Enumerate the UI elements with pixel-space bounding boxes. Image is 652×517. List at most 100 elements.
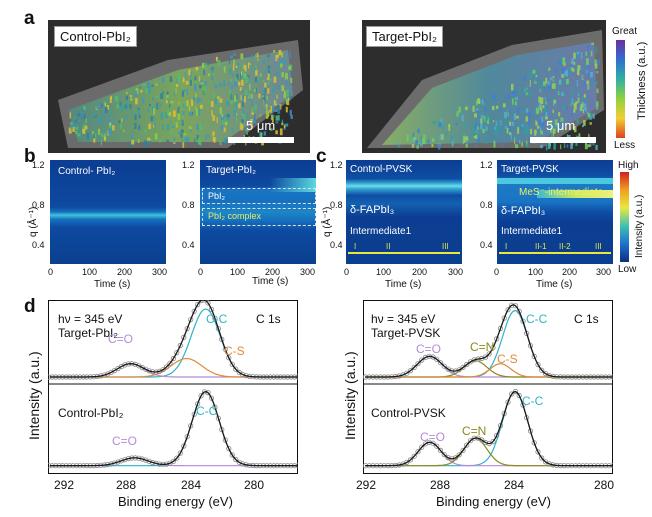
pbi2-complex-band-box: [202, 208, 316, 226]
surface-grain: [264, 97, 266, 105]
surface-grain: [234, 81, 238, 87]
surface-grain: [545, 112, 548, 117]
c-left-xtick-200: 200: [412, 267, 428, 277]
surface-grain: [175, 121, 178, 127]
surface-grain: [588, 70, 590, 77]
surface-grain: [75, 130, 78, 135]
surface-grain: [137, 107, 140, 111]
surface-grain: [545, 77, 548, 84]
data-point: [542, 371, 549, 377]
surface-grain: [562, 67, 565, 74]
surface-grain: [577, 97, 580, 103]
surface-grain: [262, 89, 265, 92]
surface-grain: [570, 68, 573, 73]
surface-grain: [130, 98, 133, 101]
data-point: [497, 325, 504, 332]
surface-grain: [182, 77, 185, 82]
surface-grain: [148, 123, 152, 130]
surface-grain: [269, 106, 271, 110]
surface-grain: [276, 72, 280, 77]
surface-grain: [251, 112, 254, 115]
surface-grain: [541, 82, 544, 89]
surface-grain: [512, 98, 514, 105]
surface-grain: [534, 109, 537, 115]
colorbar-great-label: Great: [612, 26, 638, 37]
surface-grain: [289, 88, 293, 92]
surface-grain: [554, 112, 556, 115]
surface-grain: [555, 67, 558, 74]
surface-grain: [247, 113, 249, 120]
surface-grain: [184, 72, 186, 79]
surface-grain: [416, 143, 419, 149]
surface-grain: [519, 140, 521, 144]
data-point: [212, 404, 218, 410]
thickness-axis-label: Thickness (a.u.): [636, 41, 648, 120]
c-ytick-2: 0.8: [330, 200, 343, 210]
surface-grain: [200, 80, 203, 83]
surface-grain: [576, 51, 580, 55]
surface-grain: [456, 111, 459, 117]
surface-grain: [195, 66, 199, 71]
surface-grain: [254, 114, 256, 121]
surface-grain: [495, 121, 498, 127]
d-right-xtick-288: 288: [430, 478, 451, 492]
surface-grain: [236, 93, 238, 100]
intermediate1-label-left: Intermediate1: [350, 226, 412, 237]
surface-grain: [509, 132, 511, 136]
core-level-left: C 1s: [256, 312, 281, 326]
surface-grain: [516, 107, 520, 113]
surface-grain: [236, 67, 238, 73]
co-label-right-bottom: C=O: [420, 430, 446, 444]
surface-grain: [110, 131, 112, 135]
data-point: [233, 456, 239, 463]
surface-grain: [137, 138, 140, 143]
surface-grain: [205, 80, 207, 86]
surface-grain: [152, 116, 155, 121]
surface-grain: [241, 71, 243, 76]
surface-grain: [70, 124, 73, 130]
surface-grain: [267, 77, 270, 81]
data-point: [535, 449, 541, 455]
surface-grain: [413, 136, 417, 142]
surface-grain: [148, 138, 151, 144]
surface-grain: [473, 135, 477, 139]
surface-grain: [264, 101, 267, 104]
surface-grain: [118, 101, 122, 107]
surface-grain: [288, 92, 290, 99]
surface-grain: [233, 59, 235, 66]
surface-grain: [236, 74, 239, 80]
surface-grain: [223, 114, 227, 118]
data-point: [222, 346, 228, 352]
control-pbi2-sample-label: Control-PbI₂: [58, 406, 124, 420]
surface-grain: [278, 115, 280, 121]
target-pbi2-3d-image: [362, 20, 606, 153]
surface-grain: [75, 126, 79, 130]
surface-grain: [107, 117, 110, 124]
surface-grain: [478, 122, 482, 128]
surface-grain: [152, 97, 154, 101]
data-point: [407, 457, 414, 463]
surface-grain: [448, 124, 451, 131]
surface-grain: [292, 70, 295, 75]
surface-grain: [511, 83, 514, 91]
surface-grain: [582, 109, 584, 113]
surface-grain: [144, 129, 147, 133]
surface-grain: [223, 137, 227, 144]
surface-grain: [474, 113, 477, 118]
data-point: [236, 459, 242, 465]
data-point: [516, 308, 522, 314]
surface-grain: [288, 97, 290, 101]
surface-grain: [217, 114, 219, 118]
surface-grain: [540, 130, 543, 135]
surface-grain: [239, 87, 242, 91]
surface-grain: [168, 104, 171, 108]
surface-grain: [125, 95, 128, 101]
data-point: [195, 401, 201, 407]
data-point: [467, 438, 474, 444]
surface-grain: [477, 137, 480, 144]
surface-grain: [250, 94, 253, 99]
target-pbi2-surface: [367, 30, 604, 151]
surface-grain: [212, 131, 215, 136]
surface-grain: [497, 126, 500, 133]
data-point: [542, 459, 549, 465]
